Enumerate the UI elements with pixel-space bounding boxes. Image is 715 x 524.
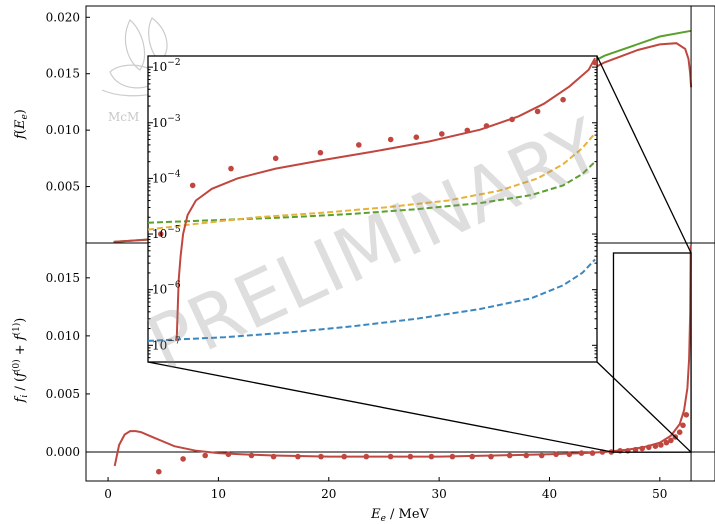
bottom-data-point <box>225 451 232 458</box>
bottom-data-point <box>318 453 324 460</box>
inset-data-point <box>317 149 324 156</box>
bottom-x-tick-label: 10 <box>211 487 226 501</box>
bottom-data-point <box>646 444 652 451</box>
zoom-connector-top-right <box>596 55 692 254</box>
bottom-data-point <box>578 450 585 456</box>
bottom-data-point <box>589 450 596 456</box>
bottom-data-point <box>407 453 414 460</box>
bottom-data-point <box>668 437 674 444</box>
top-panel: 0.005 0.010 0.015 0.020 f(Ee) <box>13 5 715 244</box>
bottom-data-point <box>156 468 162 475</box>
inset-series-group <box>148 57 597 342</box>
bottom-y-axis-label: fi / (f(0) + f(1)) <box>11 318 30 404</box>
bottom-data-point <box>248 452 255 459</box>
zoom-connector-lines <box>147 55 692 453</box>
bottom-y-tick-label: 0.005 <box>46 387 80 401</box>
zoom-connector-bottom-left <box>147 361 614 453</box>
bottom-x-tick-label: 20 <box>321 487 336 501</box>
inset-data-point <box>387 136 394 143</box>
inset-data-point <box>356 142 362 148</box>
inset-series-line-0 <box>148 258 596 342</box>
inset-data-point <box>439 131 445 137</box>
bottom-data-point <box>270 453 277 460</box>
top-y-tick-label: 0.020 <box>46 10 80 24</box>
bottom-data-point <box>202 452 208 459</box>
bottom-data-point <box>683 412 690 418</box>
top-y-tick-label: 0.010 <box>46 123 80 137</box>
bottom-data-point <box>632 446 639 453</box>
bottom-data-point <box>295 453 301 460</box>
bottom-data-point <box>506 452 513 459</box>
bottom-data-point <box>658 442 664 448</box>
inset-data-point <box>534 108 541 115</box>
bottom-x-tick-label: 40 <box>542 487 557 501</box>
bottom-data-point <box>488 453 494 460</box>
bottom-x-tick-label: 50 <box>652 487 667 501</box>
bottom-data-point <box>639 445 645 452</box>
inset-series-line-2 <box>148 132 596 231</box>
inset-data-point <box>272 155 279 162</box>
inset-data-point <box>560 96 566 103</box>
inset-data-point <box>228 165 234 172</box>
bottom-x-tick-label: 30 <box>431 487 446 501</box>
inset-series-line-3 <box>175 57 596 341</box>
inset-data-point <box>413 134 420 140</box>
top-y-tick-label: 0.015 <box>46 67 80 81</box>
inset-data-point <box>158 231 164 237</box>
bottom-x-axis-label: Ee / MeV <box>370 507 429 524</box>
bottom-data-point <box>341 453 348 460</box>
bottom-y-tick-label: 0.010 <box>46 329 80 343</box>
bottom-data-point <box>676 429 683 436</box>
bottom-data-point <box>363 453 370 460</box>
bottom-y-tick-label: 0.015 <box>46 271 80 285</box>
bottom-x-tick-label: 0 <box>104 487 112 501</box>
zoom-connector-right <box>596 361 692 453</box>
logo-text: McM <box>108 110 139 124</box>
bottom-data-point <box>469 453 476 460</box>
inset-data-point <box>483 123 490 129</box>
bottom-data-point <box>449 453 456 460</box>
bottom-data-point <box>428 453 435 460</box>
bottom-data-point <box>523 452 530 459</box>
zoom-region-rect <box>612 252 692 453</box>
bottom-data-point <box>680 422 686 429</box>
inset-data-point <box>509 116 515 123</box>
bottom-data-point <box>538 452 545 459</box>
bottom-data-point <box>652 443 659 450</box>
bottom-data-point <box>663 439 670 446</box>
inset-series-line-1 <box>148 160 596 224</box>
inset-panel: 10−210−310−410−510−610−7 <box>147 55 598 363</box>
top-y-axis-label: f(Ee) <box>13 109 30 140</box>
top-y-tick-label: 0.005 <box>46 180 80 194</box>
bottom-data-point <box>387 453 394 460</box>
bottom-data-point <box>566 451 573 458</box>
inset-data-point <box>464 127 471 134</box>
bottom-y-tick-label: 0.000 <box>46 445 80 459</box>
bottom-data-point <box>553 451 559 458</box>
inset-data-point <box>592 59 597 66</box>
bottom-data-point <box>180 456 186 462</box>
inset-data-point <box>189 182 196 189</box>
bottom-panel: 0.000 0.005 0.010 0.015 0 10 20 30 40 50 Ee / MeV f… <box>11 242 715 524</box>
